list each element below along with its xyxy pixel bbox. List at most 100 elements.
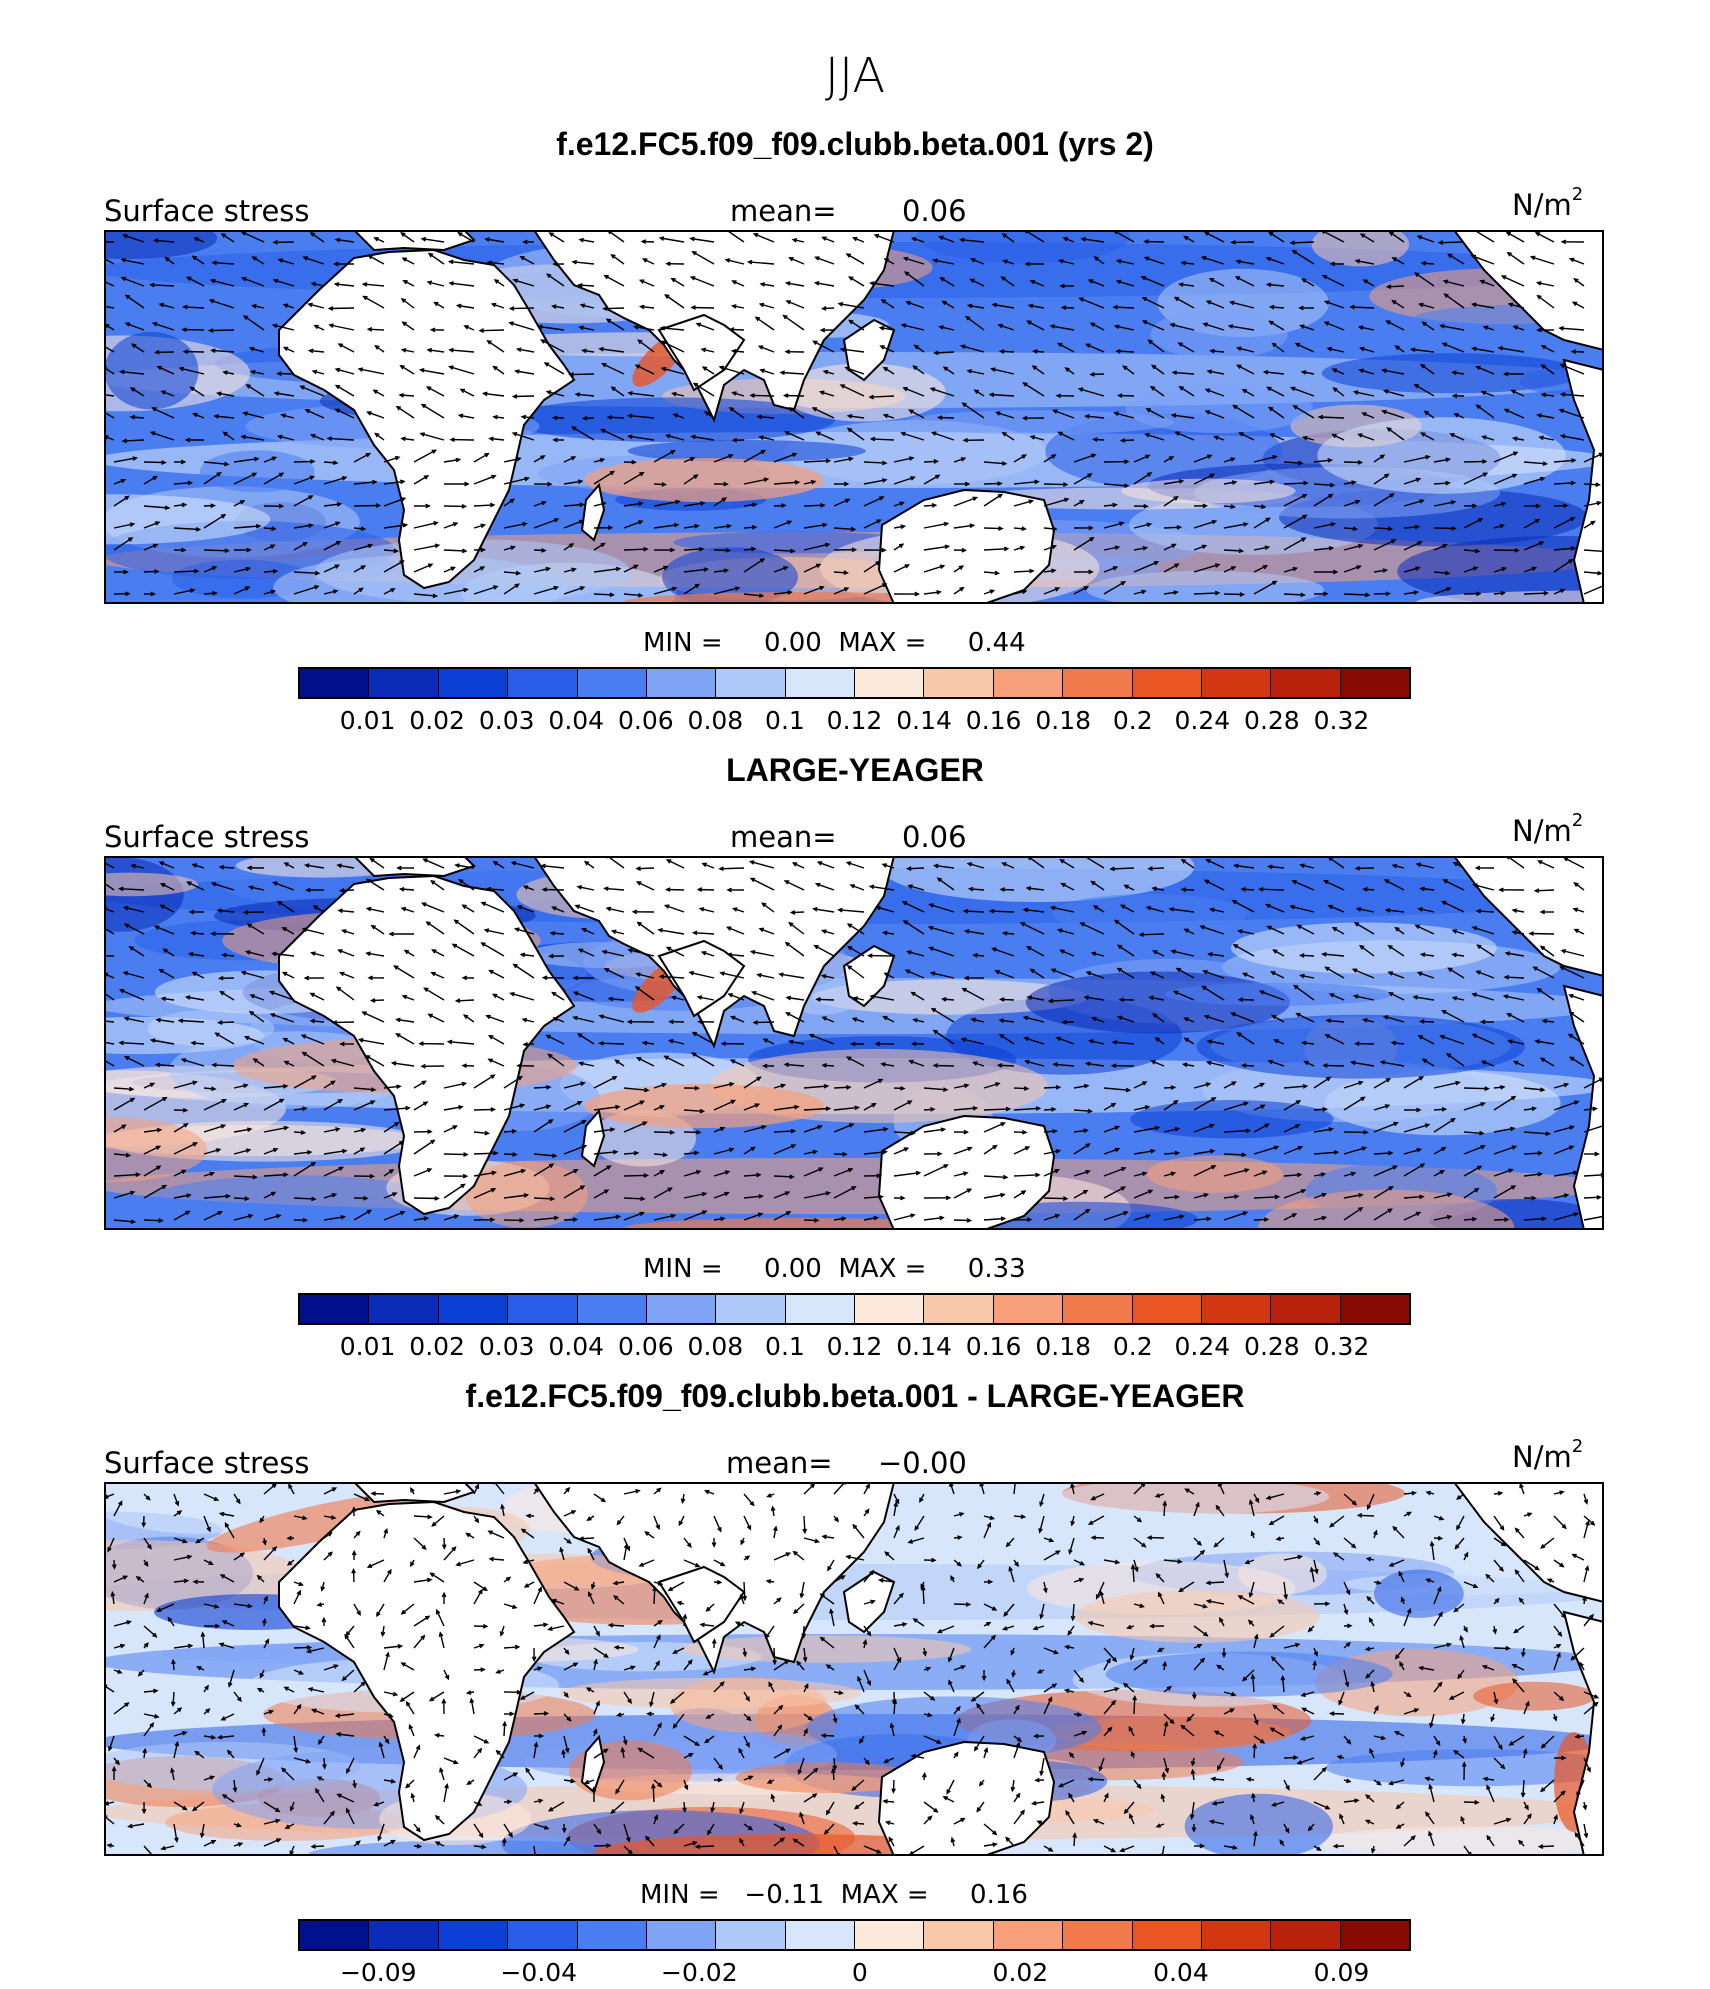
colorbar-segment <box>1340 1921 1409 1949</box>
colorbar-segment <box>1132 1921 1202 1949</box>
panel-1-map <box>104 230 1604 604</box>
colorbar-tick-label: 0.09 <box>1313 1958 1370 1987</box>
colorbar-segment <box>369 1921 439 1949</box>
panel-3-colorbar-ticks: −0.09 −0.04 −0.02 0 0.02 0.04 0.09 <box>298 1958 1411 1988</box>
colorbar-tick-label: 0.08 <box>687 1332 744 1361</box>
colorbar-segment <box>855 1921 925 1949</box>
colorbar-segment <box>577 669 647 697</box>
panel-2-max-value: 0.33 <box>967 1254 1026 1284</box>
panel-2-min-label: MIN = <box>643 1254 723 1284</box>
colorbar-segment <box>924 1295 994 1323</box>
colorbar-tick-label: −0.04 <box>500 1958 578 1987</box>
panel-3-mean-label: mean= <box>726 1446 833 1480</box>
panel-3-variable-label: Surface stress <box>104 1446 310 1480</box>
colorbar-segment <box>1063 1921 1133 1949</box>
colorbar-tick-label: 0.04 <box>1153 1958 1209 1987</box>
panel-3-min-value: −0.11 <box>744 1880 825 1910</box>
colorbar-tick-label: −0.09 <box>339 1958 417 1987</box>
colorbar-tick-label: 0.12 <box>826 706 883 735</box>
colorbar-segment <box>1201 1921 1272 1949</box>
colorbar-segment <box>1271 1921 1341 1949</box>
panel-2-max-label: MAX = <box>838 1254 927 1284</box>
colorbar-segment <box>438 1295 509 1323</box>
colorbar-tick-label: 0.04 <box>548 1332 605 1361</box>
panel-2-min-max: MIN = 0.00 MAX = 0.33 <box>643 1254 1026 1284</box>
colorbar-tick-label: 0.03 <box>478 1332 535 1361</box>
panel-3-max-label: MAX = <box>840 1880 929 1910</box>
colorbar-segment <box>1132 1295 1202 1323</box>
colorbar-segment <box>1063 1295 1133 1323</box>
colorbar-tick-label: 0.16 <box>965 1332 1022 1361</box>
colorbar-segment <box>1201 669 1272 697</box>
colorbar-tick-label: 0.1 <box>765 706 805 735</box>
panel-2-min-value: 0.00 <box>763 1254 822 1284</box>
colorbar-segment <box>1132 669 1202 697</box>
colorbar-tick-label: 0.18 <box>1035 1332 1092 1361</box>
colorbar-segment <box>993 1921 1064 1949</box>
colorbar-tick-label: 0.06 <box>617 706 674 735</box>
panel-2-map <box>104 856 1604 1230</box>
panel-1-min-label: MIN = <box>643 628 723 658</box>
colorbar-segment <box>1063 669 1133 697</box>
colorbar-segment <box>1271 1295 1341 1323</box>
colorbar-tick-label: 0.12 <box>826 1332 883 1361</box>
panel-2-units: N/m2 <box>1512 810 1584 848</box>
colorbar-tick-label: 0.02 <box>409 706 465 735</box>
panel-3-title: f.e12.FC5.f09_f09.clubb.beta.001 - LARGE… <box>465 1378 1245 1414</box>
colorbar-segment <box>855 1295 925 1323</box>
panel-1-colorbar-ticks: 0.01 0.02 0.03 0.04 0.06 0.08 0.1 0.12 0.14 0.16 0… <box>298 706 1411 736</box>
colorbar-tick-label: 0.02 <box>409 1332 465 1361</box>
panel-1-variable-label: Surface stress <box>104 194 310 228</box>
colorbar-segment <box>855 669 925 697</box>
colorbar-tick-label: 0.16 <box>965 706 1022 735</box>
panel-2-mean-value: 0.06 <box>902 820 967 854</box>
panel-1-units: N/m2 <box>1512 184 1584 222</box>
colorbar-segment <box>508 1921 578 1949</box>
panel-3-colorbar <box>298 1919 1411 1951</box>
colorbar-tick-label: 0.24 <box>1174 1332 1231 1361</box>
colorbar-tick-label: 0.28 <box>1244 706 1300 735</box>
colorbar-segment <box>924 669 994 697</box>
colorbar-segment <box>1201 1295 1272 1323</box>
colorbar-tick-label: 0.06 <box>617 1332 674 1361</box>
colorbar-tick-label: 0.14 <box>896 706 952 735</box>
panel-2-colorbar <box>298 1293 1411 1325</box>
panel-2-colorbar-ticks: 0.01 0.02 0.03 0.04 0.06 0.08 0.1 0.12 0.14 0.16 0… <box>298 1332 1411 1362</box>
panel-1-max-value: 0.44 <box>967 628 1026 658</box>
colorbar-tick-label: 0.08 <box>687 706 744 735</box>
colorbar-segment <box>300 1295 370 1323</box>
panel-1-mean-value: 0.06 <box>902 194 967 228</box>
panel-1-max-label: MAX = <box>838 628 927 658</box>
colorbar-tick-label: 0 <box>851 1958 868 1987</box>
colorbar-segment <box>993 1295 1064 1323</box>
colorbar-segment <box>508 669 578 697</box>
panel-3-max-value: 0.16 <box>970 1880 1028 1910</box>
colorbar-segment <box>438 669 509 697</box>
colorbar-segment <box>369 669 439 697</box>
colorbar-segment <box>300 1921 370 1949</box>
colorbar-tick-label: 0.32 <box>1313 706 1370 735</box>
colorbar-segment <box>993 669 1064 697</box>
colorbar-tick-label: 0.32 <box>1313 1332 1370 1361</box>
colorbar-segment <box>369 1295 439 1323</box>
colorbar-tick-label: 0.02 <box>992 1958 1049 1987</box>
panel-1-mean-label: mean= <box>730 194 837 228</box>
panel-2-title: LARGE-YEAGER <box>726 752 984 788</box>
panel-1-min-value: 0.00 <box>763 628 822 658</box>
colorbar-segment <box>1340 1295 1409 1323</box>
colorbar-tick-label: 0.28 <box>1244 1332 1300 1361</box>
colorbar-segment <box>785 1921 855 1949</box>
colorbar-segment <box>300 669 370 697</box>
colorbar-segment <box>438 1921 509 1949</box>
colorbar-segment <box>716 669 786 697</box>
panel-3-units: N/m2 <box>1512 1436 1584 1474</box>
colorbar-segment <box>508 1295 578 1323</box>
colorbar-segment <box>716 1295 786 1323</box>
colorbar-segment <box>646 1921 717 1949</box>
colorbar-tick-label: 0.24 <box>1174 706 1231 735</box>
panel-1-colorbar <box>298 667 1411 699</box>
panel-1-min-max: MIN = 0.00 MAX = 0.44 <box>643 628 1026 658</box>
colorbar-segment <box>785 1295 855 1323</box>
colorbar-segment <box>1271 669 1341 697</box>
colorbar-tick-label: −0.02 <box>661 1958 738 1987</box>
